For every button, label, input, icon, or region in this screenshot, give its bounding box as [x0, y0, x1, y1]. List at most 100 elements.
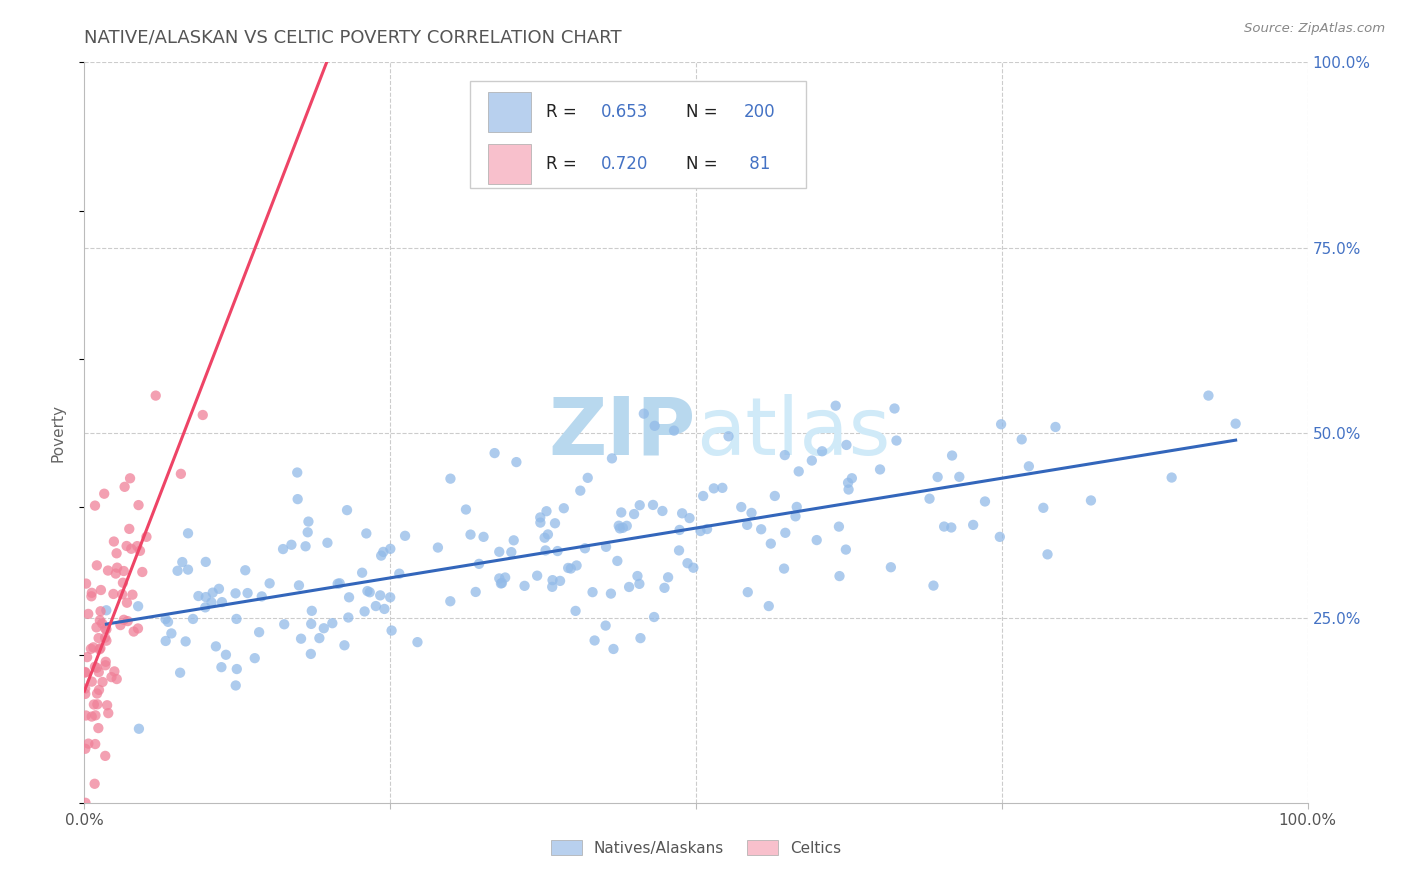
Point [247, 625, 270, 640]
Point [105, 672, 128, 686]
Point [553, 501, 575, 516]
Point [643, 610, 665, 624]
Point [373, 545, 395, 559]
Point [77, 737, 100, 751]
Point [600, 586, 623, 600]
Point [127, 622, 149, 636]
Point [763, 489, 786, 503]
Point [129, 544, 152, 558]
Point [94, 655, 117, 669]
Point [75, 576, 97, 591]
Point [505, 455, 527, 469]
Point [626, 569, 648, 583]
Point [502, 533, 524, 548]
Y-axis label: Poverty: Poverty [51, 403, 66, 462]
Point [576, 471, 599, 485]
Point [941, 520, 963, 534]
Point [87, 631, 110, 645]
Point [114, 480, 136, 494]
Point [215, 648, 238, 662]
Point [194, 555, 217, 569]
Point [800, 453, 823, 467]
Point [692, 489, 714, 503]
Point [489, 576, 512, 591]
Point [84, 499, 107, 513]
Point [835, 438, 858, 452]
Point [135, 530, 157, 544]
Point [356, 584, 378, 599]
Point [606, 554, 628, 568]
Point [290, 632, 312, 646]
Point [941, 449, 963, 463]
Point [595, 540, 617, 554]
Point [922, 579, 945, 593]
Point [96, 623, 118, 637]
Point [633, 407, 655, 421]
Point [273, 617, 295, 632]
Point [472, 530, 495, 544]
Point [623, 507, 645, 521]
Text: Source: ZipAtlas.com: Source: ZipAtlas.com [1244, 22, 1385, 36]
Point [112, 564, 135, 578]
Point [548, 574, 571, 588]
Text: N =: N = [686, 155, 723, 173]
Point [883, 401, 905, 416]
Point [359, 585, 381, 599]
Point [529, 510, 551, 524]
Point [297, 515, 319, 529]
Point [225, 612, 247, 626]
Point [869, 462, 891, 476]
Point [735, 517, 758, 532]
Point [97, 564, 120, 578]
Point [297, 525, 319, 540]
Point [526, 568, 548, 582]
Point [988, 530, 1011, 544]
Point [529, 516, 551, 530]
Point [534, 543, 557, 558]
Point [439, 594, 461, 608]
Point [75, 681, 97, 696]
Point [111, 587, 134, 601]
Point [689, 524, 711, 538]
Point [828, 519, 851, 533]
Point [160, 626, 183, 640]
Text: 81: 81 [744, 155, 770, 173]
Point [94, 748, 117, 763]
Point [682, 560, 704, 574]
Point [86, 687, 108, 701]
Point [103, 587, 125, 601]
Point [364, 599, 387, 613]
Point [84, 737, 107, 751]
Point [105, 546, 128, 560]
Point [1080, 493, 1102, 508]
Point [1018, 459, 1040, 474]
Point [488, 545, 510, 559]
Point [80, 590, 103, 604]
Point [644, 418, 666, 433]
Point [828, 569, 851, 583]
Point [491, 576, 513, 591]
Point [617, 580, 640, 594]
Point [84, 660, 107, 674]
Point [117, 614, 139, 628]
Point [294, 539, 316, 553]
Point [564, 604, 586, 618]
Point [1045, 420, 1067, 434]
Point [94, 631, 117, 645]
Point [97, 706, 120, 720]
Point [87, 665, 110, 679]
Text: 200: 200 [744, 103, 775, 121]
Point [657, 570, 679, 584]
Point [75, 665, 97, 680]
Point [91, 675, 114, 690]
Point [120, 541, 142, 556]
Point [380, 591, 402, 605]
Point [90, 604, 112, 618]
Point [668, 543, 690, 558]
Point [602, 642, 624, 657]
Point [205, 640, 228, 654]
Point [170, 467, 193, 481]
Point [105, 560, 128, 574]
Point [75, 796, 97, 810]
Text: R =: R = [546, 103, 582, 121]
